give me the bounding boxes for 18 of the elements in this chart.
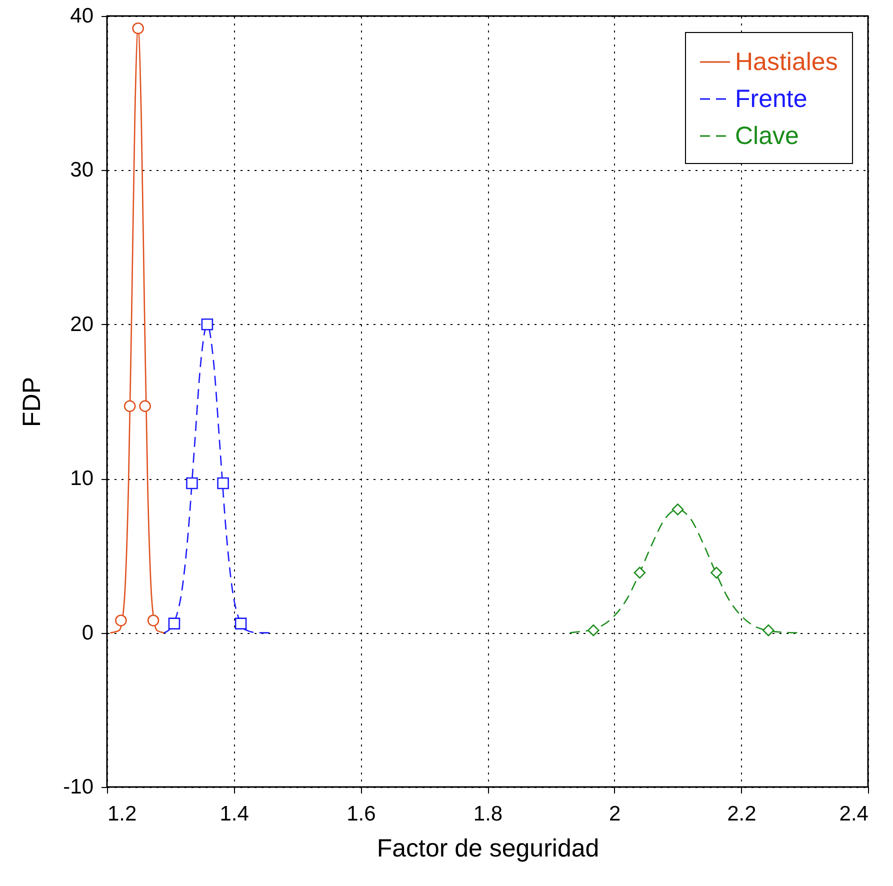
x-tick-label: 2.2	[727, 802, 756, 826]
legend-label: Hastiales	[735, 48, 838, 76]
legend-label: Clave	[735, 122, 799, 150]
legend-label: Frente	[735, 85, 808, 113]
y-tick-label: 0	[82, 621, 94, 644]
y-tick-label: -10	[63, 776, 94, 798]
y-tick-label: 30	[70, 158, 94, 182]
y-tick-label: 10	[70, 467, 94, 490]
y-tick-label: 20	[70, 312, 94, 336]
y-tick-label: 40	[70, 4, 94, 28]
x-tick-label: 1.6	[346, 802, 376, 826]
x-tick-label: 2	[608, 802, 621, 826]
x-tick-label: 1.4	[220, 802, 250, 826]
x-tick-label: 1.2	[108, 802, 137, 826]
x-tick-label: 1.8	[473, 802, 503, 826]
y-axis-title: FDP	[18, 377, 46, 427]
x-tick-label: 2.4	[839, 802, 869, 826]
x-axis-title: Factor de seguridad	[376, 834, 600, 862]
